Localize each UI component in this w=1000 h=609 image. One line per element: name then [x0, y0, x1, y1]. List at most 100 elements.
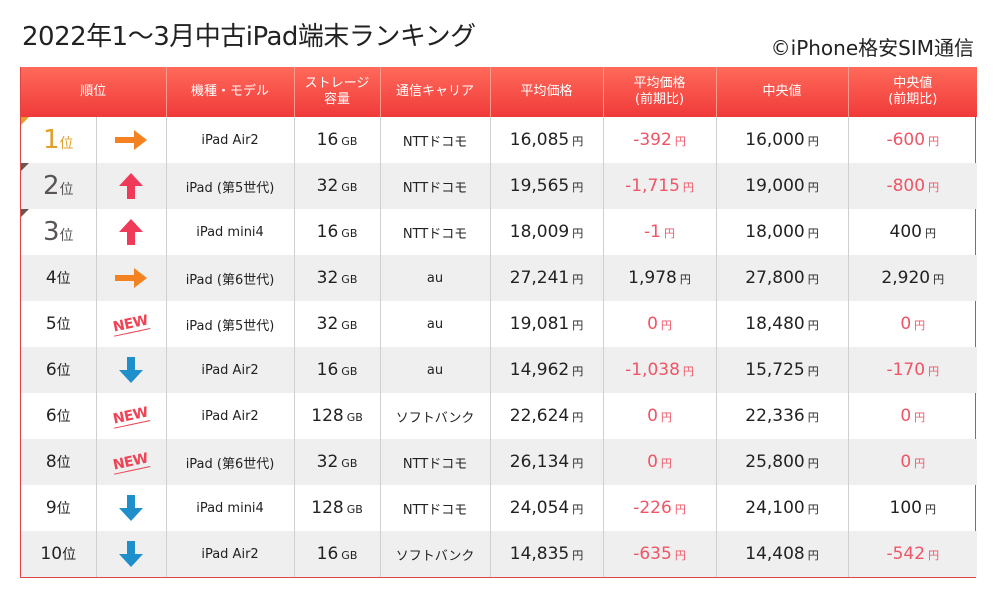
yen-unit: 円: [663, 227, 675, 240]
yen-unit: 円: [807, 411, 819, 424]
rank-number: 8: [45, 452, 57, 472]
carrier-cell: NTTドコモ: [380, 163, 491, 209]
median-cell: 14,408 円: [716, 531, 849, 577]
rank-number: 3: [42, 217, 60, 247]
yen-unit: 円: [660, 411, 672, 424]
median-change-cell: 2,920 円: [848, 255, 978, 301]
storage-unit: GB: [346, 411, 363, 424]
median-value: 19,000: [745, 176, 805, 196]
median-cell: 15,725 円: [716, 347, 849, 393]
median-cell: 19,000 円: [716, 163, 849, 209]
storage-cell: 32 GB: [294, 255, 381, 301]
avg-price-cell: 14,962 円: [490, 347, 604, 393]
storage-cell: 32 GB: [294, 163, 381, 209]
yen-unit: 円: [807, 319, 819, 332]
yen-unit: 円: [928, 549, 940, 562]
avg-change-value: 1,978: [628, 268, 677, 288]
right-arrow-icon: [97, 129, 166, 151]
median-change-value: 0: [900, 314, 912, 334]
yen-unit: 円: [928, 135, 940, 148]
median-value: 18,000: [745, 222, 805, 242]
rank-number: 6: [45, 406, 57, 426]
storage-unit: GB: [346, 503, 363, 516]
median-change-cell: -800 円: [848, 163, 978, 209]
avg-change-cell: -635 円: [603, 531, 717, 577]
table-row: 6位 NEW iPad Air2 128 GB ソフトバンク 22,624 円 0 円 22,336…: [21, 393, 977, 439]
rank-cell: 6位: [21, 393, 97, 439]
table-row: 3位 iPad mini4 16 GB NTTドコモ 18,009 円 -1 円 18,000 円 4…: [21, 209, 977, 255]
median-change-value: 0: [900, 406, 912, 426]
yen-unit: 円: [914, 411, 926, 424]
storage-unit: GB: [341, 457, 358, 470]
yen-unit: 円: [572, 503, 584, 516]
storage-value: 16: [316, 222, 339, 242]
median-cell: 27,800 円: [716, 255, 849, 301]
storage-cell: 16 GB: [294, 531, 381, 577]
table-row: 6位 iPad Air2 16 GB au 14,962 円 -1,038 円 15,725 円 -1…: [21, 347, 978, 393]
storage-cell: 128 GB: [294, 485, 381, 531]
avg-change-value: -392: [633, 130, 672, 150]
model-cell: iPad (第6世代): [166, 439, 295, 485]
avg-change-value: -1,038: [625, 360, 680, 380]
down-arrow-icon: [97, 540, 166, 568]
rank-suffix: 位: [56, 317, 71, 333]
median-change-cell: -542 円: [848, 531, 978, 577]
yen-unit: 円: [572, 411, 584, 424]
trend-cell: [96, 485, 167, 531]
storage-value: 128: [311, 498, 344, 518]
avg-change-cell: -1,715 円: [603, 163, 717, 209]
trend-cell: NEW: [96, 393, 167, 439]
table-row: 2位 iPad (第5世代) 32 GB NTTドコモ 19,565 円 -1,715 円 19,…: [21, 163, 978, 209]
new-badge: NEW: [111, 403, 151, 429]
table-row: 10位 iPad Air2 16 GB ソフトバンク 14,835 円 -635 円 14,408…: [21, 531, 978, 577]
median-value: 18,480: [745, 314, 805, 334]
yen-unit: 円: [674, 135, 686, 148]
median-value: 22,336: [745, 406, 805, 426]
model-cell: iPad mini4: [166, 209, 295, 255]
rank-corner-mark: [21, 209, 29, 217]
storage-unit: GB: [341, 181, 358, 194]
storage-unit: GB: [341, 365, 358, 378]
carrier-cell: NTTドコモ: [380, 485, 491, 531]
storage-cell: 32 GB: [294, 439, 381, 485]
storage-value: 128: [311, 406, 344, 426]
rank-cell: 4位: [21, 255, 97, 301]
avg-price-value: 14,962: [509, 360, 570, 380]
table-row: 4位 iPad (第6世代) 32 GB au 27,241 円 1,978 円 27,800 円 2…: [21, 255, 978, 301]
table-row: 9位 iPad mini4 128 GB NTTドコモ 24,054 円 -226 円 24,10…: [21, 485, 977, 531]
median-cell: 25,800 円: [716, 439, 849, 485]
storage-unit: GB: [341, 273, 358, 286]
avg-price-value: 16,085: [509, 130, 570, 150]
carrier-cell: au: [380, 301, 491, 347]
yen-unit: 円: [572, 227, 584, 240]
model-cell: iPad (第6世代): [166, 255, 295, 301]
yen-unit: 円: [807, 135, 819, 148]
yen-unit: 円: [572, 319, 584, 332]
rank-cell: 8位: [21, 439, 97, 485]
avg-price-value: 24,054: [509, 498, 570, 518]
header-avg-change: 平均価格 (前期比): [603, 67, 717, 117]
median-change-value: -542: [886, 544, 926, 564]
rank-suffix: 位: [59, 136, 74, 152]
rank-suffix: 位: [59, 228, 74, 244]
rank-cell: 10位: [21, 531, 97, 577]
yen-unit: 円: [924, 227, 936, 240]
avg-price-value: 22,624: [509, 406, 570, 426]
yen-unit: 円: [924, 503, 936, 516]
median-change-value: -170: [886, 360, 926, 380]
trend-cell: [96, 163, 167, 209]
rank-suffix: 位: [56, 363, 71, 379]
median-change-cell: -170 円: [848, 347, 978, 393]
yen-unit: 円: [682, 181, 694, 194]
storage-unit: GB: [341, 135, 358, 148]
yen-unit: 円: [572, 365, 584, 378]
carrier-cell: NTTドコモ: [380, 209, 491, 255]
avg-change-value: -1: [644, 222, 661, 242]
yen-unit: 円: [807, 181, 819, 194]
avg-change-cell: -226 円: [603, 485, 717, 531]
model-cell: iPad Air2: [166, 393, 295, 439]
yen-unit: 円: [928, 365, 940, 378]
trend-cell: [96, 531, 167, 577]
header-median-change: 中央値 (前期比): [848, 67, 978, 117]
